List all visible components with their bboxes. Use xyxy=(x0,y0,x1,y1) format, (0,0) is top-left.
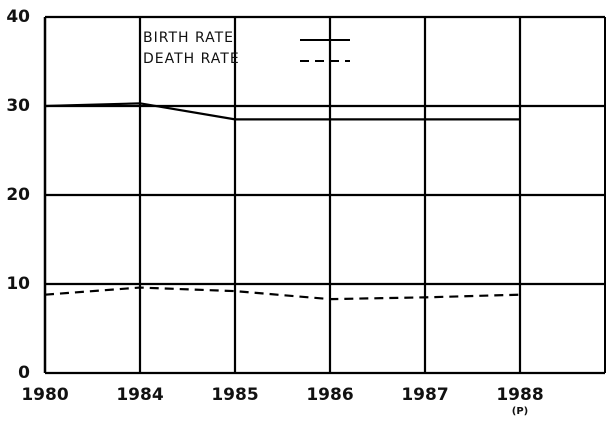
legend-label: BIRTH RATE xyxy=(143,30,234,46)
x-tick-note: (P) xyxy=(512,406,528,417)
x-tick-label: 1984 xyxy=(116,385,163,405)
x-tick-label: 1986 xyxy=(306,385,353,405)
x-tick-label: 1988 xyxy=(496,385,543,405)
series-line xyxy=(44,102,520,121)
legend-label: DEATH RATE xyxy=(143,51,240,67)
y-tick-label: 10 xyxy=(6,274,30,294)
y-tick-label: 0 xyxy=(18,363,30,383)
y-tick-label: 40 xyxy=(6,7,30,27)
x-tick-label: 1980 xyxy=(21,385,68,405)
y-tick-label: 20 xyxy=(6,185,30,205)
x-tick-label: 1987 xyxy=(401,385,448,405)
y-tick-label: 30 xyxy=(6,96,30,116)
x-tick-label: 1985 xyxy=(211,385,258,405)
series-line xyxy=(44,286,521,301)
